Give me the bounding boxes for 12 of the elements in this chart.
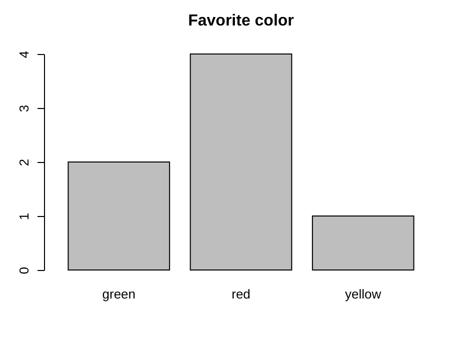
x-tick-label: green bbox=[102, 286, 136, 302]
x-tick-label: yellow bbox=[345, 286, 382, 302]
y-tick-label: 0 bbox=[16, 266, 32, 274]
bar bbox=[68, 162, 170, 270]
bar bbox=[312, 216, 414, 270]
y-tick-label: 2 bbox=[16, 158, 32, 166]
x-tick-label: red bbox=[232, 286, 250, 302]
y-tick-label: 3 bbox=[16, 104, 32, 112]
y-tick-label: 1 bbox=[16, 212, 32, 220]
chart-title: Favorite color bbox=[188, 12, 294, 30]
y-tick-label: 4 bbox=[16, 50, 32, 58]
bar bbox=[190, 54, 292, 270]
